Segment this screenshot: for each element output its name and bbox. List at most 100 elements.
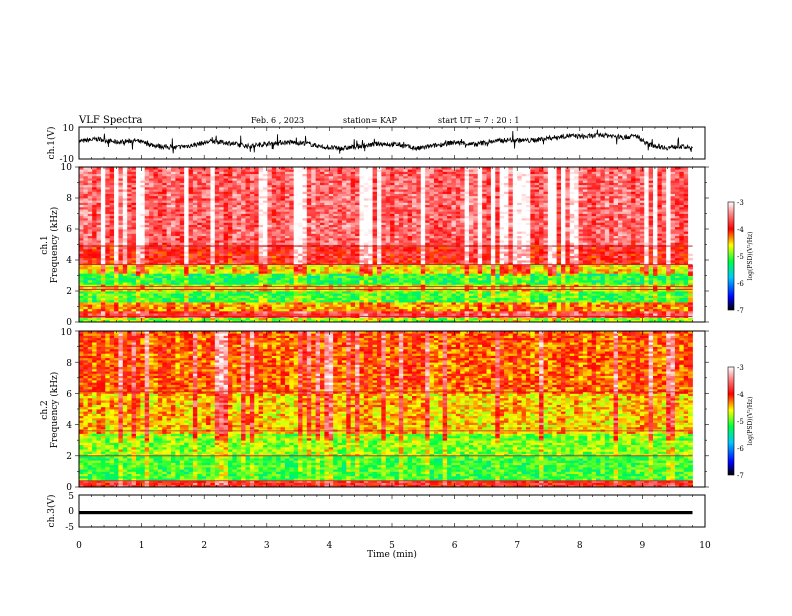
spectrogram-cell [381,242,386,245]
spectrogram-cell [92,227,97,230]
spectrogram-cell [110,227,115,230]
spectrogram-cell [228,207,233,210]
spectrogram-cell [127,233,132,236]
spectrogram-cell [324,202,329,205]
spectrogram-cell [272,180,277,183]
spectrogram-cell [329,180,334,183]
spectrogram-cell [83,304,88,307]
spectrogram-cell [294,311,299,314]
spectrogram-cell [175,176,180,179]
spectrogram-cell [272,196,277,199]
spectrogram-cell [346,238,351,241]
spectrogram-cell [254,191,259,194]
spectrogram-cell [118,187,123,190]
spectrogram-cell [351,280,356,283]
spectrogram-cell [246,269,251,272]
spectrogram-cell [149,311,154,314]
spectrogram-cell [118,202,123,205]
spectrogram-cell [206,222,211,225]
spectrogram-cell [311,280,316,283]
spectrogram-cell [215,269,220,272]
spectrogram-cell [171,269,176,272]
spectrogram-cell [272,273,277,276]
spectrogram-cell [228,191,233,194]
spectrogram-cell [263,269,268,272]
spectrogram-cell [298,191,303,194]
spectrogram-cell [145,176,150,179]
spectrogram-cell [381,311,386,314]
spectrogram-cell [311,311,316,314]
spectrogram-cell [237,218,242,221]
spectrogram-cell [83,233,88,236]
spectrogram-cell [320,211,325,214]
spectrogram-cell [320,249,325,252]
spectrogram-cell [377,227,382,230]
spectrogram-cell [114,180,119,183]
spectrogram-cell [338,191,343,194]
spectrogram-cell [241,218,246,221]
spectrogram-cell [97,196,102,199]
spectrogram-cell [285,238,290,241]
spectrogram-cell [180,218,185,221]
spectrogram-cell [373,176,378,179]
spectrogram-cell [316,304,321,307]
spectrogram-cell [377,187,382,190]
spectrogram-cell [153,233,158,236]
spectrogram-cell [184,258,189,261]
spectrogram-cell [289,218,294,221]
spectrogram-cell [127,300,132,303]
spectrogram-cell [105,304,110,307]
spectrogram-cell [338,196,343,199]
spectrogram-cell [202,273,207,276]
spectrogram-cell [246,238,251,241]
spectrogram-cell [175,253,180,256]
spectrogram-cell [298,196,303,199]
spectrogram-cell [333,171,338,174]
spectrogram-cell [149,273,154,276]
spectrogram-cell [342,218,347,221]
spectrogram-cell [232,207,237,210]
spectrogram-cell [241,207,246,210]
spectrogram-cell [307,300,312,303]
spectrogram-cell [302,218,307,221]
spectrogram-cell [105,207,110,210]
spectrogram-cell [79,187,84,190]
spectrogram-cell [267,218,272,221]
spectrogram-cell [250,249,255,252]
spectrogram-cell [184,202,189,205]
spectrogram-cell [158,280,163,283]
spectrogram-cell [333,218,338,221]
spectrogram-cell [210,207,215,210]
spectrogram-cell [79,222,84,225]
spectrogram-cell [180,238,185,241]
spectrogram-cell [202,300,207,303]
spectrogram-cell [333,176,338,179]
spectrogram-cell [215,295,220,298]
spectrogram-cell [123,222,128,225]
spectrogram-cell [342,300,347,303]
spectrogram-cell [145,171,150,174]
spectrogram-cell [184,280,189,283]
spectrogram-cell [197,269,202,272]
spectrogram-cell [276,218,281,221]
spectrogram-cell [359,218,364,221]
spectrogram-cell [355,300,360,303]
spectrogram-cell [285,207,290,210]
spectrogram-cell [123,176,128,179]
spectrogram-cell [232,258,237,261]
spectrogram-cell [351,242,356,245]
spectrogram-cell [162,273,167,276]
spectrogram-cell [381,233,386,236]
spectrogram-cell [250,304,255,307]
spectrogram-cell [215,242,220,245]
spectrogram-cell [381,218,386,221]
spectrogram-cell [276,258,281,261]
spectrogram-cell [250,258,255,261]
spectrogram-cell [359,238,364,241]
spectrogram-cell [184,218,189,221]
spectrogram-cell [263,233,268,236]
spectrogram-cell [272,211,277,214]
spectrogram-cell [189,202,194,205]
spectrogram-cell [373,222,378,225]
spectrogram-cell [351,196,356,199]
